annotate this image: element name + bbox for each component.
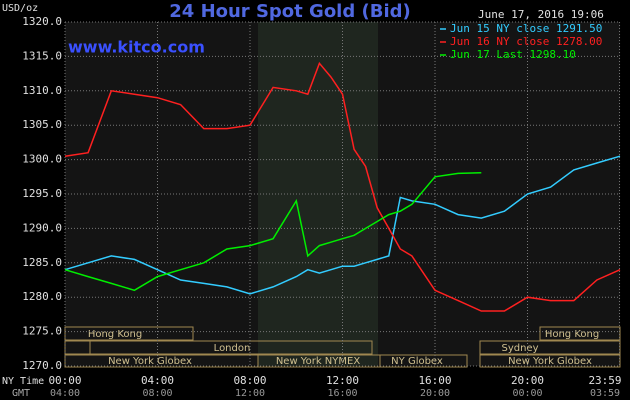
- y-tick-label: 1320.0: [22, 15, 62, 28]
- watermark: www.kitco.com: [68, 38, 205, 57]
- session-label: New York Globex: [108, 356, 192, 367]
- y-tick-label: 1285.0: [22, 256, 62, 269]
- x-tick-label: 08:00: [233, 374, 266, 387]
- session-label: New York NYMEX: [276, 356, 361, 367]
- series-line: [64, 61, 621, 312]
- series-line: [64, 171, 482, 292]
- y-tick-label: 1290.0: [22, 221, 62, 234]
- legend-label: Jun 17 Last 1298.10: [450, 48, 576, 61]
- y-axis-label: USD/oz: [2, 3, 38, 14]
- timestamp: June 17, 2016 19:06: [478, 8, 604, 21]
- series-line: [64, 155, 621, 295]
- x-tick-label: 23:59: [588, 374, 621, 387]
- chart-title: 24 Hour Spot Gold (Bid): [169, 1, 410, 22]
- x-tick-label: 00:00: [48, 374, 81, 387]
- x-tick-label: 04:00: [141, 374, 174, 387]
- y-tick-label: 1310.0: [22, 84, 62, 97]
- y-tick-label: 1305.0: [22, 118, 62, 131]
- session-box: [89, 340, 373, 355]
- x-tick-label: 12:00: [326, 374, 359, 387]
- x2-tick-label: 12:00: [235, 388, 265, 399]
- legend-label: Jun 15 NY close 1291.50: [450, 22, 602, 35]
- session-label: Sydney: [501, 343, 538, 354]
- x2-tick-label: 00:00: [512, 388, 542, 399]
- session-label: London: [214, 343, 251, 354]
- y-tick-label: 1300.0: [22, 153, 62, 166]
- session-box: [479, 340, 621, 355]
- y-tick-label: 1315.0: [22, 49, 62, 62]
- y-tick-label: 1275.0: [22, 325, 62, 338]
- session-box: [64, 326, 194, 341]
- x2-tick-label: 03:59: [590, 388, 620, 399]
- session-label: NY Globex: [391, 356, 443, 367]
- y-tick-label: 1295.0: [22, 187, 62, 200]
- x2-axis-label: GMT: [12, 388, 30, 399]
- y-tick-label: 1270.0: [22, 359, 62, 372]
- y-tick-label: 1280.0: [22, 290, 62, 303]
- session-label: New York Globex: [508, 356, 592, 367]
- x2-tick-label: 08:00: [142, 388, 172, 399]
- x-tick-label: 20:00: [511, 374, 544, 387]
- x2-tick-label: 20:00: [420, 388, 450, 399]
- session-box: [379, 354, 468, 368]
- legend-label: Jun 16 NY close 1278.00: [450, 35, 602, 48]
- x2-tick-label: 16:00: [327, 388, 357, 399]
- x-axis-label: NY Time: [2, 376, 44, 387]
- x2-tick-label: 04:00: [50, 388, 80, 399]
- session-box: [539, 326, 621, 341]
- session-label: Hong Kong: [545, 329, 599, 340]
- x-tick-label: 16:00: [418, 374, 451, 387]
- session-label: Hong Kong: [88, 329, 142, 340]
